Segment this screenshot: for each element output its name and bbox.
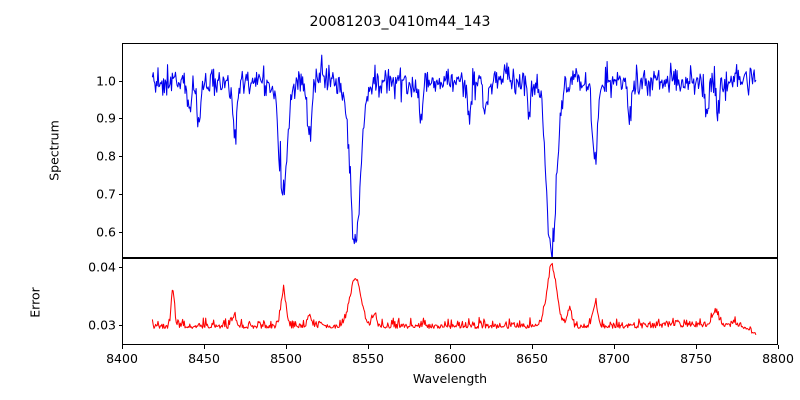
- spectrum-plot-area: [122, 43, 778, 258]
- y-tick-mark-spectrum: [118, 156, 122, 158]
- spectrum-series: [151, 54, 757, 257]
- x-tick-label: 8600: [434, 351, 466, 366]
- y-tick-mark-spectrum: [118, 193, 122, 195]
- y-tick-label-spectrum: 0.7: [96, 186, 116, 202]
- x-tick-mark: [778, 345, 779, 349]
- x-tick-mark: [368, 345, 369, 349]
- x-tick-label: 8800: [762, 351, 794, 366]
- y-tick-label-spectrum: 0.6: [96, 224, 116, 240]
- y-tick-mark-error: [118, 324, 122, 326]
- x-tick-mark: [696, 345, 697, 349]
- y-tick-label-spectrum: 1.0: [96, 73, 116, 89]
- y-tick-label-spectrum: 0.8: [96, 148, 116, 164]
- x-tick-mark: [532, 345, 533, 349]
- error-series: [151, 262, 757, 335]
- y-tick-label-error: 0.04: [88, 259, 116, 275]
- x-tick-label: 8650: [516, 351, 548, 366]
- x-tick-mark: [614, 345, 615, 349]
- x-tick-mark: [122, 345, 123, 349]
- y-tick-label-error: 0.03: [88, 317, 116, 333]
- x-tick-mark: [204, 345, 205, 349]
- spectrum-y-axis-label: Spectrum: [46, 120, 62, 181]
- x-tick-label: 8450: [188, 351, 220, 366]
- x-tick-label: 8500: [270, 351, 302, 366]
- error-y-axis-label: Error: [27, 287, 43, 318]
- y-tick-mark-spectrum: [118, 80, 122, 82]
- x-tick-label: 8700: [598, 351, 630, 366]
- x-tick-label: 8400: [106, 351, 138, 366]
- y-tick-label-spectrum: 0.9: [96, 110, 116, 126]
- x-tick-mark: [286, 345, 287, 349]
- y-tick-mark-spectrum: [118, 118, 122, 120]
- y-tick-mark-spectrum: [118, 231, 122, 233]
- x-tick-mark: [450, 345, 451, 349]
- y-tick-mark-error: [118, 266, 122, 268]
- page-title: 20081203_0410m44_143: [309, 14, 491, 30]
- x-tick-label: 8550: [352, 351, 384, 366]
- error-plot-area: [122, 258, 778, 345]
- x-axis-label: Wavelength: [412, 371, 488, 386]
- x-tick-label: 8750: [680, 351, 712, 366]
